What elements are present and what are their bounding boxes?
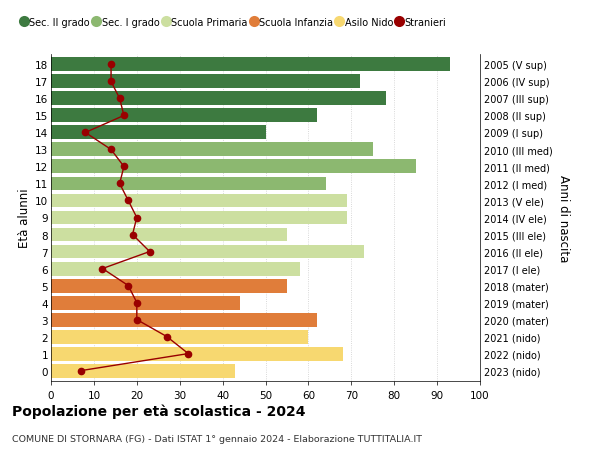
- Bar: [51, 109, 317, 123]
- Legend: Sec. II grado, Sec. I grado, Scuola Primaria, Scuola Infanzia, Asilo Nido, Stran: Sec. II grado, Sec. I grado, Scuola Prim…: [22, 17, 446, 28]
- Bar: [51, 211, 347, 225]
- Bar: [51, 364, 235, 378]
- Text: Popolazione per età scolastica - 2024: Popolazione per età scolastica - 2024: [12, 404, 305, 419]
- Bar: [51, 262, 300, 276]
- Bar: [51, 330, 308, 344]
- Bar: [51, 279, 287, 293]
- Bar: [51, 92, 386, 106]
- Y-axis label: Età alunni: Età alunni: [18, 188, 31, 248]
- Bar: [51, 75, 360, 89]
- Text: COMUNE DI STORNARA (FG) - Dati ISTAT 1° gennaio 2024 - Elaborazione TUTTITALIA.I: COMUNE DI STORNARA (FG) - Dati ISTAT 1° …: [12, 434, 422, 442]
- Bar: [51, 296, 240, 310]
- Bar: [51, 177, 326, 191]
- Bar: [51, 245, 364, 259]
- Bar: [51, 143, 373, 157]
- Bar: [51, 347, 343, 361]
- Bar: [51, 228, 287, 242]
- Bar: [51, 194, 347, 208]
- Bar: [51, 126, 265, 140]
- Bar: [51, 160, 416, 174]
- Bar: [51, 58, 450, 72]
- Bar: [51, 313, 317, 327]
- Y-axis label: Anni di nascita: Anni di nascita: [557, 174, 569, 262]
